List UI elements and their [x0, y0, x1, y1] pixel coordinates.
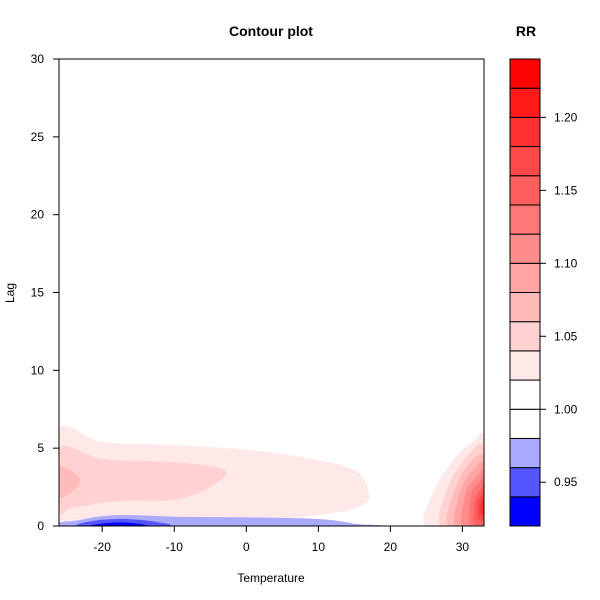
legend-swatch: [509, 292, 541, 323]
legend-swatch: [509, 408, 541, 439]
y-tick-label: 20: [31, 208, 45, 222]
x-tick-label: -10: [166, 540, 184, 554]
legend-tick-label: 1.10: [554, 256, 578, 270]
legend-swatch: [509, 146, 541, 177]
legend-swatch: [509, 496, 541, 527]
y-tick-label: 5: [37, 441, 44, 455]
legend-swatch: [509, 175, 541, 206]
x-axis-label: Temperature: [237, 571, 305, 585]
chart-title: Contour plot: [229, 23, 313, 39]
y-axis-label: Lag: [3, 283, 17, 303]
contour-pink-band-1.04: [59, 445, 227, 515]
legend-swatch: [509, 58, 541, 89]
x-tick-label: 10: [312, 540, 326, 554]
x-tick-label: -20: [94, 540, 112, 554]
legend-swatch: [509, 467, 541, 498]
x-tick-label: 20: [384, 540, 398, 554]
legend-swatch: [509, 379, 541, 410]
y-tick-label: 10: [31, 363, 45, 377]
legend-tick-label: 1.20: [554, 110, 578, 124]
y-tick-label: 0: [37, 519, 44, 533]
contour-regions: [59, 425, 484, 526]
legend-tick-label: 1.05: [554, 329, 578, 343]
legend-swatch: [509, 116, 541, 148]
x-axis: -20 -10 0 10 20 30: [94, 526, 470, 554]
y-tick-label: 25: [31, 130, 45, 144]
legend-swatch: [509, 321, 541, 352]
legend-tick-label: 1.15: [554, 183, 578, 197]
color-legend: 0.95 1.00 1.05 1.10 1.15 1.20: [509, 58, 578, 527]
contour-pink-band-1.06: [59, 466, 81, 499]
y-tick-label: 30: [31, 52, 45, 66]
legend-tick-label: 0.95: [554, 475, 578, 489]
legend-swatch: [509, 204, 541, 235]
legend-tick-label: 1.00: [554, 402, 578, 416]
contour-blue-band-0.94: [90, 522, 147, 526]
legend-swatch: [509, 87, 541, 118]
legend-swatch: [509, 437, 541, 469]
legend-swatch: [509, 262, 541, 293]
contour-red-band-1.18: [480, 497, 484, 516]
y-tick-label: 15: [31, 286, 45, 300]
legend-swatch: [509, 233, 541, 264]
legend-frame: [509, 58, 541, 527]
x-tick-label: 0: [243, 540, 250, 554]
x-tick-label: 30: [456, 540, 470, 554]
legend-title: RR: [516, 23, 536, 39]
legend-swatch: [509, 350, 541, 381]
y-axis: 0 5 10 15 20 25 30: [31, 52, 59, 533]
